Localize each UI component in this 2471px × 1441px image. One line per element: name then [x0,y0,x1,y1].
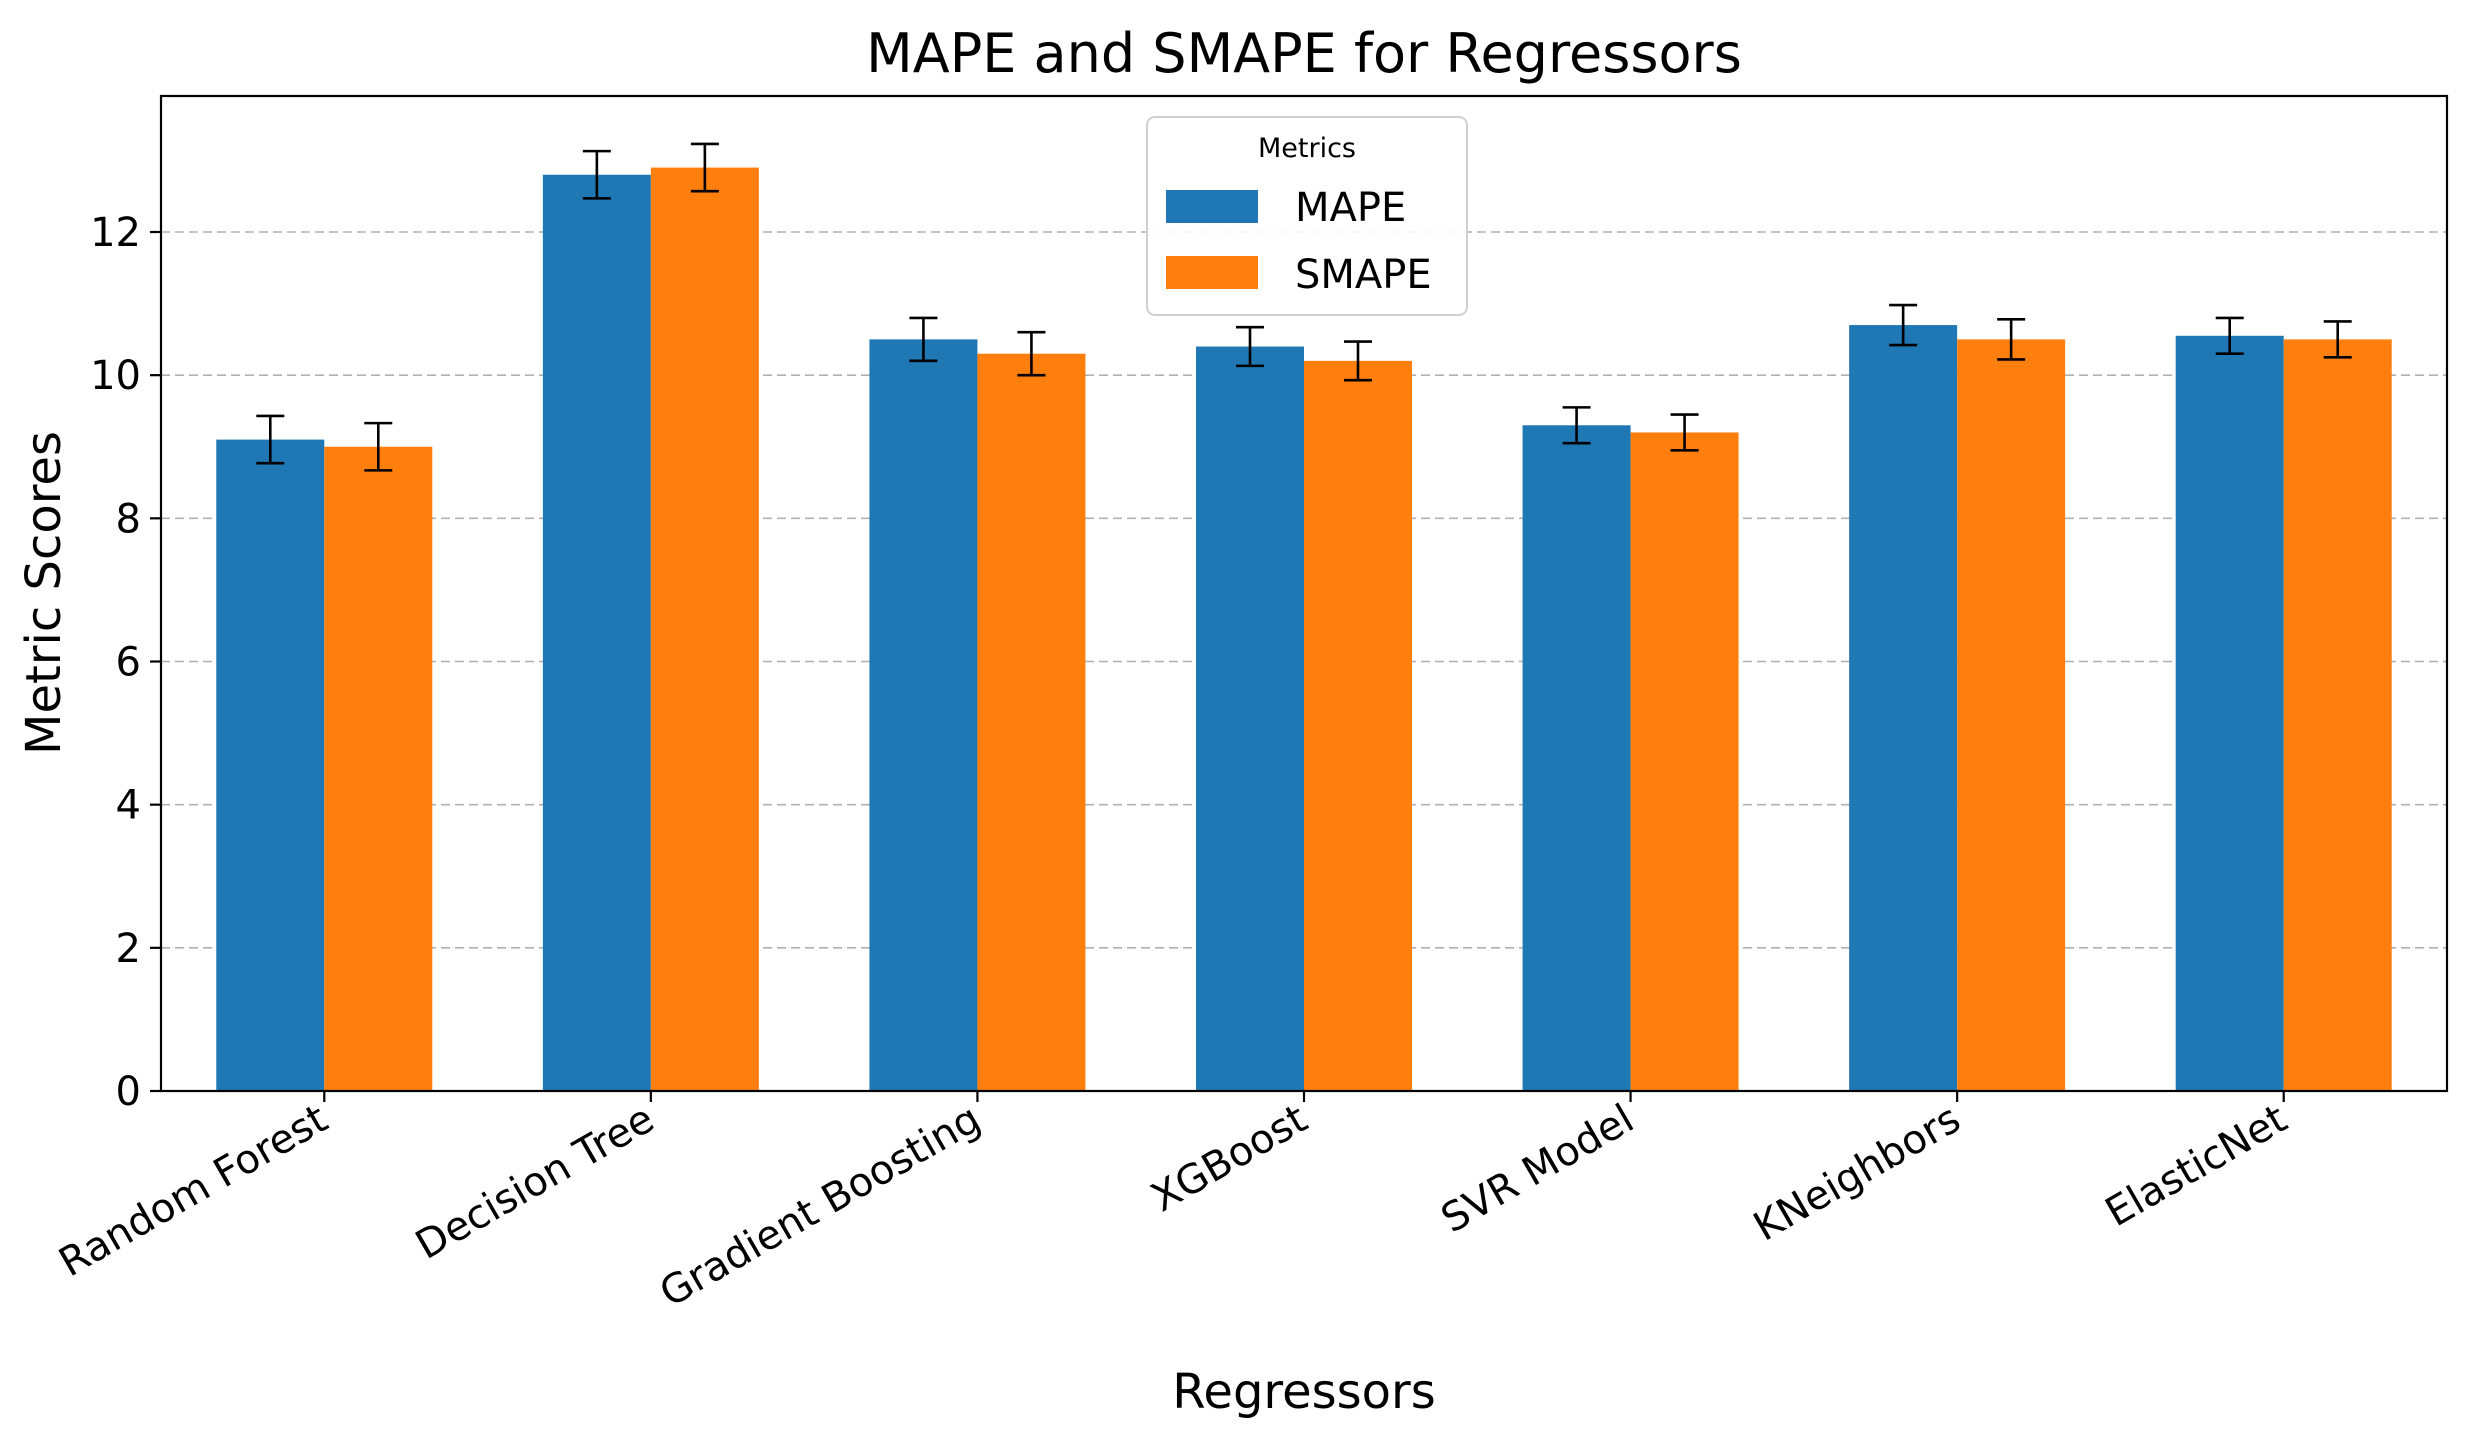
legend-label-mape: MAPE [1295,185,1406,231]
bar-mape-xgboost [1196,346,1304,1092]
bar-smape-xgboost [1304,360,1412,1092]
bar-mape-random-forest [216,439,325,1091]
error-bars [256,142,2352,472]
legend-swatch-mape [1166,190,1258,223]
bar-mape-elasticnet [2175,335,2284,1092]
y-tick-label: 8 [116,496,141,542]
y-tick-label: 2 [116,926,141,972]
x-tick-label: KNeighbors [1746,1096,1968,1251]
y-tick-label: 10 [90,353,141,399]
y-tick-label: 12 [90,210,141,256]
legend-swatch-smape [1166,256,1258,289]
x-tick-label: Decision Tree [408,1096,662,1269]
bar-smape-gradient-boosting [977,353,1086,1091]
bar-mape-gradient-boosting [869,339,978,1091]
x-axis-label: Regressors [1172,1364,1436,1420]
legend: Metrics MAPE SMAPE [1146,116,1468,316]
x-tick-label: SVR Model [1434,1096,1642,1243]
bar-smape-kneighbors [1957,339,2066,1091]
x-tick-label: Random Forest [52,1096,336,1286]
bar-mape-svr-model [1522,425,1631,1091]
y-axis-ticks: 0 2 4 6 8 10 12 [90,210,161,1115]
chart-title: MAPE and SMAPE for Regressors [866,22,1742,85]
y-tick-label: 0 [116,1069,141,1115]
bar-mape-kneighbors [1849,325,1958,1091]
bar-mape-decision-tree [542,174,651,1091]
legend-label-smape: SMAPE [1295,252,1432,298]
y-tick-label: 6 [116,640,141,686]
y-tick-label: 4 [116,783,141,829]
bar-smape-elasticnet [2283,339,2392,1091]
y-axis-label: Metric Scores [16,431,72,755]
bar-smape-decision-tree [650,167,759,1091]
bar-smape-svr-model [1630,432,1739,1091]
bar-smape-random-forest [324,446,433,1092]
x-tick-label: ElasticNet [2098,1096,2295,1236]
bars [216,167,2392,1092]
x-tick-label: Gradient Boosting [652,1096,988,1317]
legend-title: Metrics [1258,133,1356,164]
x-tick-label: XGBoost [1144,1096,1315,1221]
